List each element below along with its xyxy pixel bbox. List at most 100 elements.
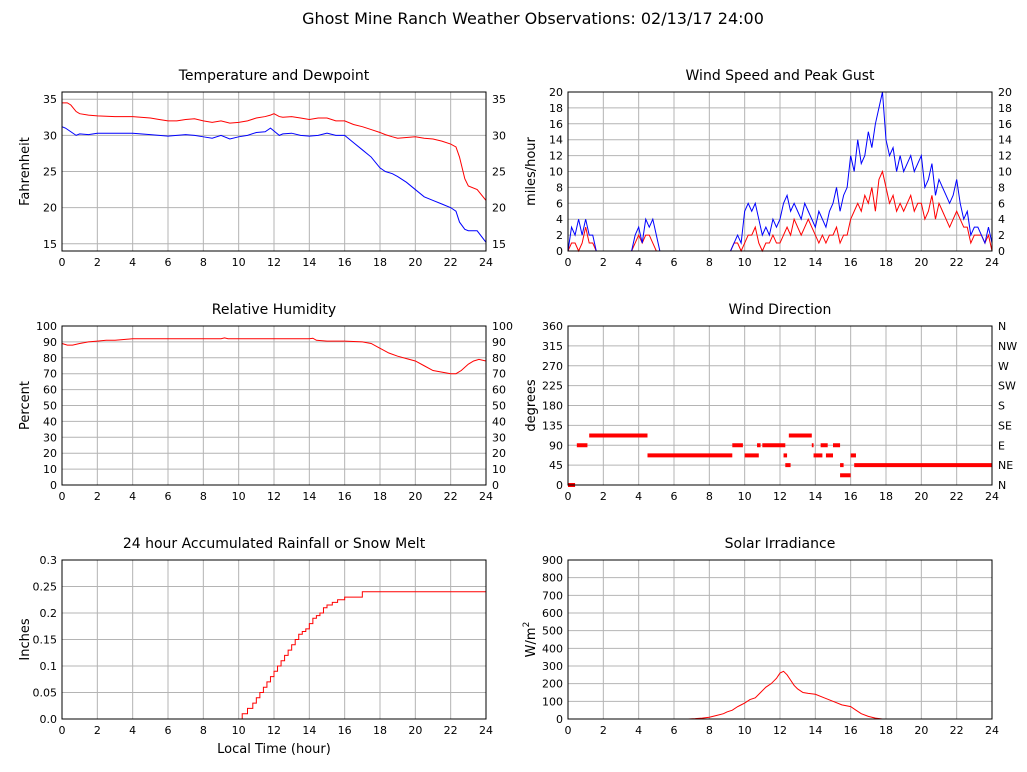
right-tick-label: 30	[492, 129, 506, 142]
right-tick-label: 60	[492, 384, 506, 397]
right-tick-label: 2	[998, 229, 1005, 242]
right-tick-label: 20	[492, 447, 506, 460]
x-tick-label: 20	[408, 724, 422, 737]
x-tick-label: 2	[600, 724, 607, 737]
y-axis-label: miles/hour	[524, 136, 539, 205]
compass-label: NW	[998, 340, 1017, 353]
x-tick-label: 18	[373, 490, 387, 503]
x-tick-label: 20	[914, 724, 928, 737]
grid	[567, 559, 993, 720]
x-tick-label: 20	[914, 256, 928, 269]
x-tick-label: 8	[706, 724, 713, 737]
y-tick-label: 20	[43, 202, 57, 215]
x-tick-label: 0	[565, 724, 572, 737]
y-tick-label: 20	[43, 447, 57, 460]
y-tick-label: 180	[542, 400, 563, 413]
x-tick-label: 6	[671, 724, 678, 737]
x-tick-label: 12	[773, 490, 787, 503]
y-tick-label: 35	[43, 93, 57, 106]
x-tick-label: 8	[200, 490, 207, 503]
x-tick-label: 24	[479, 490, 493, 503]
x-tick-label: 14	[302, 724, 316, 737]
x-tick-label: 24	[479, 256, 493, 269]
panel-title: Wind Direction	[729, 302, 832, 318]
compass-labels: N NE E SE S SW W NW N	[998, 320, 1017, 492]
x-tick-label: 4	[129, 490, 136, 503]
y-tick-label: 40	[43, 415, 57, 428]
right-tick-label: 50	[492, 400, 506, 413]
right-tick-label: 25	[492, 166, 506, 179]
y-tick-label: 200	[542, 678, 563, 691]
y-tick-label: 0	[556, 245, 563, 258]
panel-rain: 24 hour Accumulated Rainfall or Snow Mel…	[18, 536, 493, 757]
y-tick-label: 700	[542, 589, 563, 602]
x-tick-label: 12	[267, 256, 281, 269]
y-tick-labels: 0.0 0.05 0.1 0.15 0.2 0.25 0.3	[33, 554, 58, 726]
x-tick-label: 16	[338, 256, 352, 269]
right-tick-label: 12	[998, 150, 1012, 163]
x-tick-labels: 0 2 4 6 8 10 12 14 16 18 20 22 24	[59, 490, 494, 503]
x-tick-label: 22	[444, 490, 458, 503]
y-tick-label: 25	[43, 166, 57, 179]
y-tick-labels: 0 45 90 135 180 225 270 315 360	[542, 320, 563, 492]
right-tick-label: 30	[492, 431, 506, 444]
x-tick-label: 8	[200, 724, 207, 737]
series-line-rain-0	[62, 591, 486, 720]
y-axis-label: degrees	[524, 379, 539, 432]
panel-title: Temperature and Dewpoint	[178, 68, 370, 84]
series-line-rh-0	[61, 337, 487, 375]
right-tick-label: 0	[998, 245, 1005, 258]
y-tick-label: 0.15	[33, 634, 58, 647]
compass-label: S	[998, 400, 1005, 413]
y-tick-label: 400	[542, 642, 563, 655]
x-tick-label: 8	[200, 256, 207, 269]
y-tick-label: 0.2	[40, 607, 58, 620]
y-tick-label: 800	[542, 572, 563, 585]
right-tick-label: 16	[998, 118, 1012, 131]
y-tick-label: 70	[43, 368, 57, 381]
y-axis-label: Percent	[18, 381, 33, 430]
y-tick-label: 315	[542, 340, 563, 353]
x-tick-label: 24	[985, 724, 999, 737]
y-tick-label: 500	[542, 625, 563, 638]
x-tick-label: 20	[408, 256, 422, 269]
y-tick-labels: 0 10 20 30 40 50 60 70 80 90 100	[36, 320, 57, 492]
right-tick-label: 4	[998, 213, 1005, 226]
right-tick-labels: 0 10 20 30 40 50 60 70 80 90 100	[492, 320, 513, 492]
x-tick-label: 20	[914, 490, 928, 503]
series-group	[568, 433, 992, 487]
panel-title: Solar Irradiance	[725, 536, 836, 552]
right-tick-label: 90	[492, 336, 506, 349]
x-tick-labels: 0 2 4 6 8 10 12 14 16 18 20 22 24	[59, 256, 494, 269]
right-tick-label: 10	[998, 166, 1012, 179]
x-tick-label: 16	[844, 256, 858, 269]
y-tick-label: 225	[542, 380, 563, 393]
y-tick-label: 0.3	[40, 554, 58, 567]
x-tick-label: 10	[738, 256, 752, 269]
x-tick-label: 4	[635, 256, 642, 269]
y-tick-label: 20	[549, 86, 563, 99]
right-tick-label: 10	[492, 463, 506, 476]
x-tick-labels: 0 2 4 6 8 10 12 14 16 18 20 22 24	[565, 724, 1000, 737]
y-tick-label: 90	[43, 336, 57, 349]
y-tick-label: 30	[43, 431, 57, 444]
series-line-temp-1	[61, 126, 487, 243]
x-tick-label: 18	[879, 256, 893, 269]
y-tick-label: 14	[549, 134, 563, 147]
series-group	[61, 337, 487, 375]
x-tick-label: 22	[444, 724, 458, 737]
y-tick-label: 90	[549, 439, 563, 452]
panel-title: Relative Humidity	[212, 302, 336, 318]
series-group	[567, 91, 993, 253]
right-tick-label: 20	[492, 202, 506, 215]
plot-frame	[61, 325, 487, 486]
x-tick-label: 18	[879, 724, 893, 737]
y-tick-label: 10	[549, 166, 563, 179]
right-tick-label: 14	[998, 134, 1012, 147]
x-tick-labels: 0 2 4 6 8 10 12 14 16 18 20 22 24	[565, 490, 1000, 503]
x-tick-label: 24	[479, 724, 493, 737]
